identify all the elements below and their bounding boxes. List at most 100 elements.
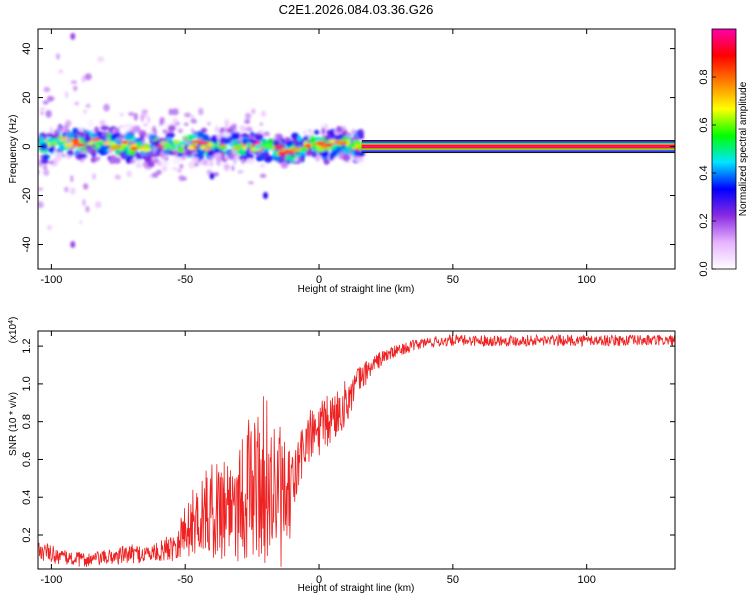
colorbar-tick-label: 0.2 xyxy=(698,213,710,228)
spectrogram-hotspot xyxy=(64,143,74,147)
spectrogram-cell xyxy=(73,112,81,120)
spectrogram-cell xyxy=(64,129,71,134)
spectrogram-hotspot xyxy=(109,146,117,151)
spectrogram-cell xyxy=(45,132,54,138)
spectrogram-cell xyxy=(40,111,44,116)
spectrogram-cell xyxy=(190,128,195,133)
spectrogram-hotspot xyxy=(305,143,311,148)
snr-frame xyxy=(37,330,676,570)
spectrogram-cell xyxy=(128,111,135,117)
spectrogram-cell xyxy=(213,171,219,176)
spectrogram-cell xyxy=(273,156,282,162)
spectrogram-cell xyxy=(108,155,115,164)
snr-x-tick-label: 100 xyxy=(577,574,595,586)
spectrogram-cell xyxy=(130,158,136,164)
spectrogram-cell xyxy=(311,172,321,177)
spectrogram-cell xyxy=(38,118,45,126)
spectrogram-cell xyxy=(198,107,204,116)
spectrogram-cell xyxy=(208,159,214,167)
spectrogram-hotspot xyxy=(246,142,253,147)
spectrogram-y-tick-label: 20 xyxy=(21,91,33,103)
spectrogram-hotspot xyxy=(178,141,188,146)
spectrogram-hotspot xyxy=(284,150,296,154)
figure-title: C2E1.2026.084.03.36.G26 xyxy=(279,2,434,17)
spectrogram-cell xyxy=(167,125,176,132)
spectrogram-cell xyxy=(144,155,153,164)
spectrogram-cell xyxy=(321,127,326,135)
spectrogram-cell xyxy=(116,117,124,125)
snr-x-axis-label: Height of straight line (km) xyxy=(298,583,415,594)
spectrogram-cell xyxy=(332,167,338,174)
spectrogram-cell xyxy=(74,101,80,106)
spectrogram-cell xyxy=(231,165,235,171)
spectrogram-cell xyxy=(83,183,89,190)
spectrogram-hotspot xyxy=(187,145,195,150)
spectrogram-cell xyxy=(184,161,190,169)
snr-y-tick-label: 0.8 xyxy=(21,414,33,429)
spectrogram-x-tick-label: -50 xyxy=(177,274,193,286)
spectrogram-cell xyxy=(342,154,351,162)
spectrogram-cell xyxy=(161,166,168,172)
spectrogram-hotspot xyxy=(129,146,138,151)
spectrogram-cell xyxy=(307,150,316,155)
spectrogram-hotspot xyxy=(357,145,364,150)
spectrogram-cell xyxy=(292,167,299,174)
spectrogram-cell xyxy=(195,130,205,138)
spectrogram-cell xyxy=(131,125,136,130)
snr-y-ticks: 0.2 0.4 0.6 0.8 1.0 1.2 xyxy=(21,338,675,543)
spectrogram-cell xyxy=(184,150,193,156)
spectrogram-cell xyxy=(70,174,74,183)
spectrogram-cell xyxy=(120,127,128,135)
spectrogram-blobs xyxy=(38,32,366,249)
spectrogram-cell xyxy=(152,145,157,154)
spectrogram-cell xyxy=(251,108,256,115)
spectrogram-cell xyxy=(207,121,211,126)
snr-series-line xyxy=(38,333,675,567)
spectrogram-cell xyxy=(142,161,148,168)
spectrogram-cell xyxy=(213,152,223,161)
spectrogram-hotspot xyxy=(59,137,68,142)
spectrogram-cell xyxy=(172,108,179,116)
spectrogram-cell xyxy=(337,119,347,124)
spectrogram-cell xyxy=(45,110,52,118)
spectrogram-hotspot xyxy=(163,142,172,147)
spectrogram-cell xyxy=(224,119,230,127)
colorbar-tick-label: 0.4 xyxy=(698,165,710,180)
spectrogram-hotspot xyxy=(349,143,357,148)
spectrogram-hotspot xyxy=(191,139,201,144)
spectrogram-feature xyxy=(70,32,76,40)
spectrogram-cell xyxy=(140,113,145,122)
spectrogram-cell xyxy=(143,123,149,127)
spectrogram-cell xyxy=(55,53,61,60)
spectrogram-cell xyxy=(159,117,166,122)
spectrogram-cell xyxy=(172,148,178,153)
snr-panel: -100 -50 0 50 100 0.2 0.4 0.6 0.8 1.0 1.2 Height … xyxy=(8,317,676,594)
spectrogram-cell xyxy=(214,147,220,154)
spectrogram-x-tick-label: 50 xyxy=(447,274,459,286)
spectrogram-cell xyxy=(42,154,49,161)
spectrogram-cell xyxy=(188,161,196,169)
spectrogram-cell xyxy=(141,109,148,114)
snr-y-axis-label: SNR (10 * v/v) xyxy=(8,392,19,456)
spectrogram-cell xyxy=(223,126,229,131)
spectrogram-cell xyxy=(160,172,168,179)
spectrogram-cell xyxy=(95,201,102,209)
spectrogram-cell xyxy=(172,167,178,171)
spectrogram-plot-area xyxy=(38,29,675,269)
spectrogram-cell xyxy=(94,126,100,133)
spectrogram-cell xyxy=(128,148,136,156)
spectrogram-cell xyxy=(147,116,151,124)
spectrogram-cell xyxy=(80,158,84,163)
spectrogram-cell xyxy=(272,151,279,157)
spectrogram-y-tick-label: 40 xyxy=(21,42,33,54)
spectrogram-cell xyxy=(240,158,245,165)
spectrogram-cell xyxy=(172,117,178,125)
spectrogram-cell xyxy=(353,122,358,128)
spectrogram-cell xyxy=(343,148,350,155)
spectrogram-cell xyxy=(95,156,101,162)
spectrogram-cell xyxy=(286,141,292,147)
spectrogram-feature xyxy=(209,172,215,180)
spectrogram-cell xyxy=(75,121,81,127)
spectrogram-cell xyxy=(190,114,195,120)
